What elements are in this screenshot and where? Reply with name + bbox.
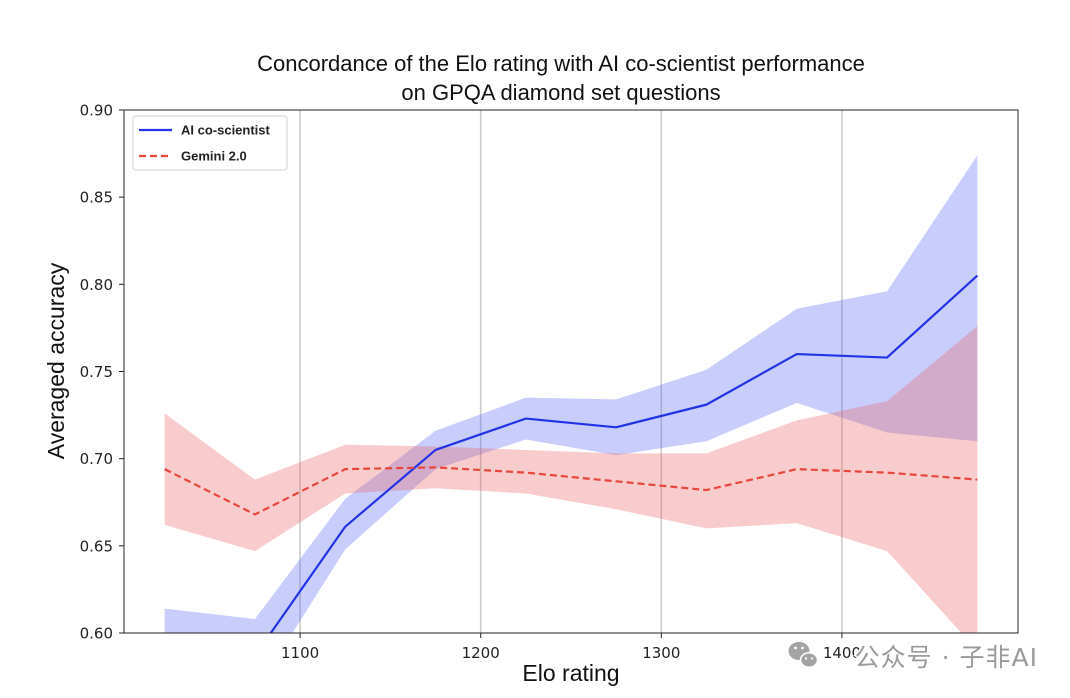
band-ai-co-scientist <box>164 155 978 633</box>
legend-label-ai-co-scientist: AI co-scientist <box>181 123 271 138</box>
watermark: 公众号 · 子非AI <box>788 642 1039 674</box>
y-tick-label-0.60: 0.60 <box>80 625 113 643</box>
y-tick-label-0.70: 0.70 <box>80 450 113 468</box>
y-axis: 0.60 0.65 0.70 0.75 0.80 0.85 0.90 <box>80 102 124 643</box>
confidence-bands <box>164 155 978 633</box>
line-ai-co-scientist <box>269 274 979 633</box>
y-axis-label: Averaged accuracy <box>43 262 69 459</box>
y-tick-label-0.75: 0.75 <box>80 363 113 381</box>
x-tick-label-1300: 1300 <box>642 644 680 662</box>
chart-title: Concordance of the Elo rating with AI co… <box>257 51 865 105</box>
x-axis-label: Elo rating <box>522 660 619 686</box>
y-tick-label-0.90: 0.90 <box>80 102 113 120</box>
watermark-text: 公众号 · 子非AI <box>855 643 1038 672</box>
y-tick-label-0.65: 0.65 <box>80 537 113 555</box>
y-tick-label-0.80: 0.80 <box>80 276 113 294</box>
x-tick-label-1400: 1400 <box>823 644 861 662</box>
legend-label-gemini-2-0: Gemini 2.0 <box>181 149 247 164</box>
legend: AI co-scientist Gemini 2.0 <box>132 115 288 171</box>
x-axis: 1100 1200 1300 1400 <box>281 633 861 662</box>
series-lines <box>164 274 979 633</box>
band-gemini-2-0 <box>164 326 978 633</box>
wechat-icon <box>788 642 819 668</box>
x-tick-label-1200: 1200 <box>462 644 500 662</box>
x-tick-label-1100: 1100 <box>281 644 319 662</box>
grid <box>299 110 843 633</box>
y-tick-label-0.85: 0.85 <box>80 189 113 207</box>
